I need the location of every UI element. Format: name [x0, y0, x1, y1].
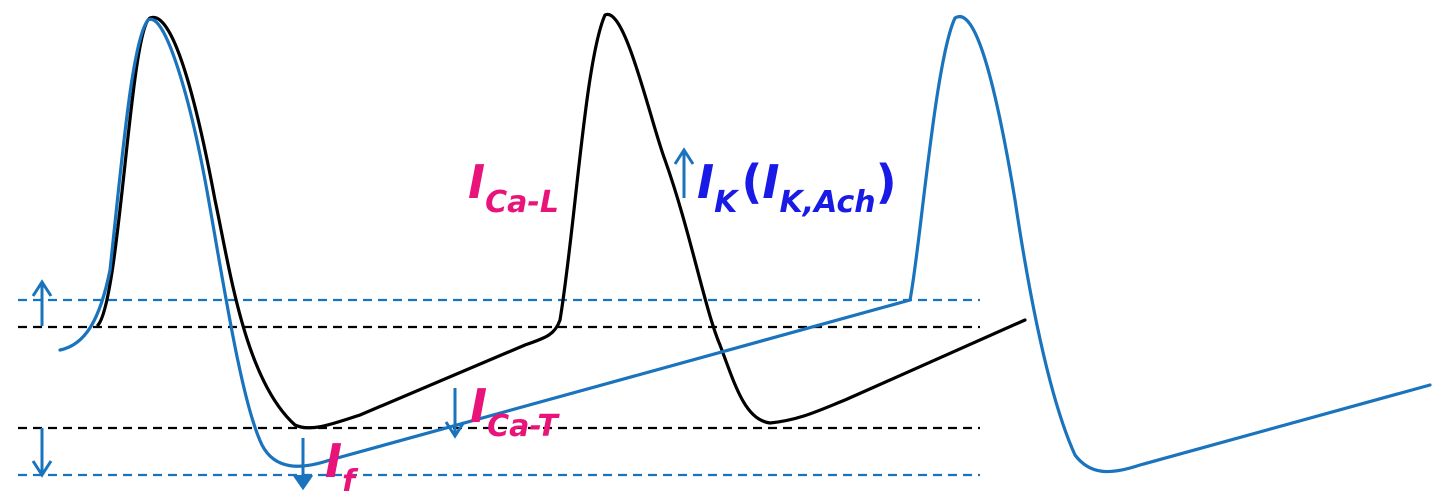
ica-t-label-main: I: [470, 379, 487, 433]
ik-open-paren: (: [741, 155, 762, 209]
black-action-potential-trace: [96, 13, 1027, 430]
ik-close-paren: ): [876, 155, 897, 209]
ik-inner-label-sub: K,Ach: [780, 185, 876, 220]
if-down-arrow-icon: [292, 474, 314, 491]
if-label-sub: f: [342, 464, 359, 499]
ica-t-label: ICa-T: [470, 379, 560, 444]
mdp-shift-down-arrow-icon: [31, 460, 53, 478]
blue-action-potential-trace: [58, 14, 1432, 474]
ica-l-label: ICa-L: [468, 155, 559, 220]
ik-label: IK(IK,Ach): [697, 155, 897, 220]
ik-up-arrow-icon: [673, 147, 695, 165]
threshold-shift-up-arrow-icon: [31, 279, 53, 297]
if-label: If: [325, 434, 359, 499]
ica-t-label-sub: Ca-T: [487, 409, 560, 444]
ica-l-label-sub: Ca-L: [485, 185, 559, 220]
if-label-main: I: [325, 434, 342, 488]
ik-label-sub: K: [714, 185, 740, 220]
ica-t-down-arrow-icon: [444, 421, 466, 439]
ica-l-label-main: I: [468, 155, 485, 209]
ik-inner-label-main: I: [762, 155, 779, 209]
ik-label-main: I: [697, 155, 714, 209]
